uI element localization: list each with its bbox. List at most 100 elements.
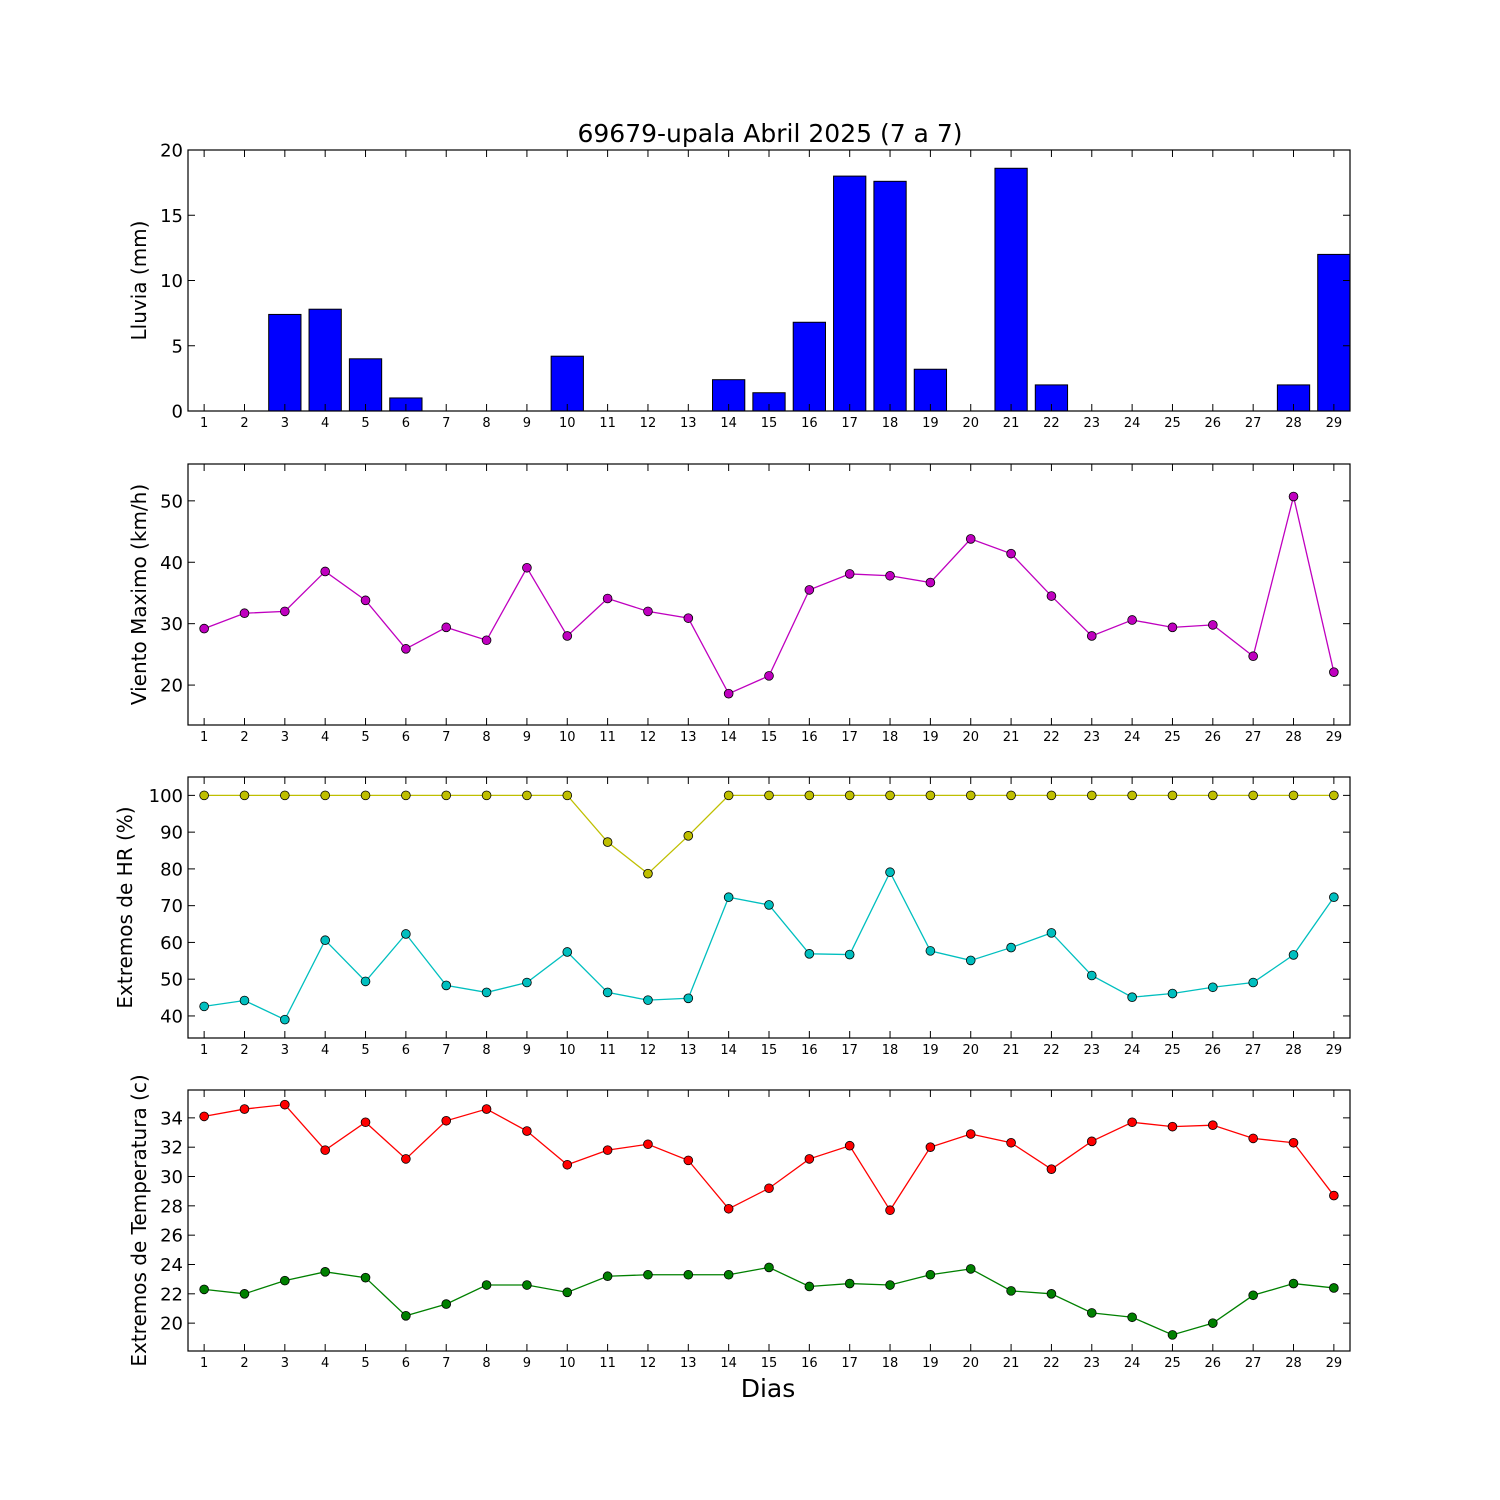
x-tick-label: 17: [841, 730, 858, 745]
data-point: [965, 1129, 976, 1139]
y-tick-label: 60: [160, 933, 183, 954]
y-tick-label: 15: [160, 206, 183, 227]
y-tick-label: 50: [160, 491, 183, 512]
data-point: [1127, 1312, 1137, 1323]
data-point: [1248, 1133, 1258, 1144]
data-point: [683, 831, 694, 841]
y-tick-label: 0: [172, 402, 183, 423]
x-tick-label: 25: [1164, 1043, 1181, 1058]
x-tick-label: 20: [962, 730, 979, 745]
x-tick-label: 25: [1164, 416, 1181, 431]
data-point: [320, 790, 330, 801]
data-point: [643, 606, 653, 617]
data-point: [885, 867, 895, 878]
data-point: [844, 949, 855, 960]
bar: [268, 313, 302, 412]
data-point: [723, 688, 734, 699]
x-tick-label: 7: [442, 1356, 450, 1371]
x-tick-label: 8: [482, 416, 490, 431]
data-point: [401, 1154, 411, 1164]
x-tick-label: 22: [1043, 416, 1060, 431]
data-point: [764, 790, 774, 801]
data-point: [239, 995, 250, 1006]
x-tick-label: 10: [559, 1356, 576, 1371]
x-tick-label: 15: [761, 730, 778, 745]
x-tick-label: 18: [882, 730, 899, 745]
data-point: [885, 1280, 895, 1290]
x-tick-label: 13: [680, 1356, 697, 1371]
data-point: [1006, 1286, 1016, 1296]
data-point: [280, 606, 290, 617]
data-point: [643, 1139, 653, 1150]
x-tick-label: 28: [1285, 1356, 1302, 1371]
data-point: [441, 980, 452, 991]
data-point: [804, 1154, 815, 1164]
data-point: [1248, 651, 1258, 662]
data-point: [199, 1111, 209, 1122]
y-tick-label: 90: [160, 823, 183, 844]
x-tick-label: 6: [402, 1043, 410, 1058]
x-tick-label: 7: [442, 1043, 450, 1058]
x-tick-label: 15: [761, 1043, 778, 1058]
data-point: [360, 790, 371, 801]
data-point: [1329, 1190, 1339, 1201]
data-point: [401, 929, 411, 939]
x-tick-label: 24: [1124, 1043, 1141, 1058]
y-tick-label: 26: [160, 1226, 183, 1247]
data-point: [441, 622, 452, 633]
data-point: [239, 790, 250, 801]
x-tick-label: 29: [1326, 1356, 1343, 1371]
data-point: [522, 1280, 532, 1290]
x-tick-label: 21: [1003, 1356, 1020, 1371]
x-tick-label: 15: [761, 1356, 778, 1371]
x-tick-label: 17: [841, 1043, 858, 1058]
data-point: [199, 623, 209, 634]
data-point: [401, 790, 411, 801]
y-tick-label: 28: [160, 1196, 183, 1217]
x-tick-label: 12: [640, 1043, 657, 1058]
x-tick-label: 13: [680, 1043, 697, 1058]
x-tick-label: 19: [922, 1043, 939, 1058]
y-axis-label: Lluvia (mm): [127, 221, 151, 341]
data-point: [643, 995, 653, 1005]
data-point: [1208, 982, 1218, 993]
x-tick-label: 11: [599, 1356, 616, 1371]
data-point: [522, 790, 532, 801]
x-tick-label: 18: [882, 416, 899, 431]
x-tick-label: 4: [321, 1043, 329, 1058]
data-point: [804, 949, 815, 959]
data-point: [280, 1099, 290, 1110]
data-point: [1329, 667, 1339, 677]
data-point: [1288, 1278, 1299, 1289]
data-point: [1208, 1120, 1218, 1130]
y-tick-label: 24: [160, 1255, 183, 1276]
data-point: [1248, 790, 1258, 801]
data-point: [1167, 622, 1178, 633]
data-point: [1046, 928, 1057, 938]
bar: [792, 321, 826, 412]
bar: [833, 175, 867, 412]
data-point: [441, 1299, 452, 1309]
data-point: [764, 1183, 774, 1194]
y-tick-label: 22: [160, 1284, 183, 1305]
x-tick-label: 3: [281, 1043, 289, 1058]
data-point: [1006, 790, 1016, 801]
x-tick-label: 28: [1285, 416, 1302, 431]
x-tick-label: 17: [841, 1356, 858, 1371]
bar: [994, 167, 1028, 412]
y-tick-label: 20: [160, 141, 183, 162]
y-tick-label: 20: [160, 676, 183, 697]
x-tick-label: 10: [559, 730, 576, 745]
x-tick-label: 14: [720, 416, 737, 431]
x-tick-label: 11: [599, 416, 616, 431]
data-point: [360, 595, 371, 606]
x-tick-label: 23: [1084, 1043, 1101, 1058]
x-tick-label: 28: [1285, 1043, 1302, 1058]
data-point: [1167, 1330, 1178, 1340]
chart-title: 69679-upala Abril 2025 (7 a 7): [578, 119, 963, 148]
data-point: [1046, 591, 1057, 601]
data-point: [199, 790, 209, 801]
